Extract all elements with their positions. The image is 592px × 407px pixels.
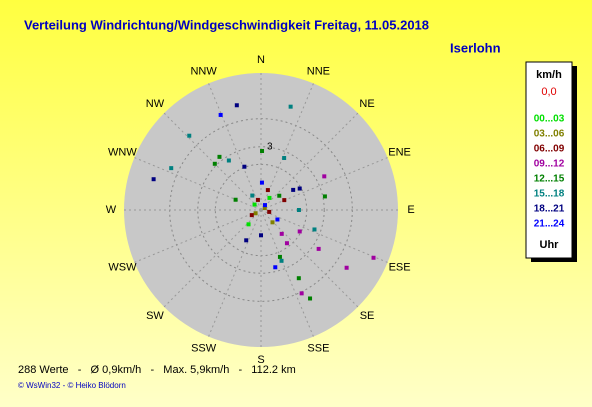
wind-point bbox=[270, 220, 275, 225]
wind-point bbox=[291, 187, 296, 192]
credit: © WsWin32 - © Heiko Blödorn bbox=[18, 381, 126, 390]
wind-point bbox=[252, 202, 257, 207]
wind-point bbox=[288, 104, 293, 109]
wind-point bbox=[253, 211, 258, 216]
direction-label: ENE bbox=[388, 147, 411, 159]
plot: N NNE NE ENE E ESE SE SSE S SSW SW WSW W WNW NW NNW 3 bbox=[106, 54, 415, 366]
wind-point bbox=[279, 231, 284, 236]
direction-label: ESE bbox=[389, 261, 411, 273]
direction-label: NNW bbox=[190, 65, 217, 77]
direction-label: S bbox=[257, 354, 264, 366]
legend-entry: 09...12 bbox=[534, 159, 565, 170]
legend-title: km/h bbox=[536, 69, 562, 81]
wind-point bbox=[322, 174, 327, 179]
wind-point bbox=[260, 148, 265, 153]
chart-title: Verteilung Windrichtung/Windgeschwindigk… bbox=[24, 17, 429, 32]
direction-label: WSW bbox=[108, 261, 137, 273]
wind-point bbox=[255, 197, 260, 202]
wind-point bbox=[273, 265, 278, 270]
wind-point bbox=[218, 112, 223, 117]
direction-label: E bbox=[407, 204, 414, 216]
wind-point bbox=[259, 233, 263, 238]
direction-label: N bbox=[257, 54, 265, 66]
wind-point bbox=[282, 198, 287, 203]
legend-entry: 18...21 bbox=[534, 204, 565, 215]
legend-entry: 00...03 bbox=[534, 114, 565, 125]
wind-point bbox=[234, 103, 239, 108]
direction-label: SE bbox=[360, 310, 375, 322]
legend-footer: Uhr bbox=[540, 239, 560, 251]
wind-point bbox=[267, 209, 272, 214]
wind-point bbox=[322, 194, 327, 199]
wind-point bbox=[246, 222, 251, 227]
location: Iserlohn bbox=[450, 40, 501, 55]
wind-point bbox=[296, 276, 301, 281]
wind-point bbox=[151, 177, 156, 182]
wind-point bbox=[308, 296, 313, 301]
wind-point bbox=[249, 213, 254, 218]
wind-point bbox=[262, 203, 267, 208]
direction-label: NW bbox=[146, 98, 165, 110]
r-tick-label: 3 bbox=[267, 141, 273, 152]
wind-point bbox=[244, 238, 249, 243]
direction-label: W bbox=[106, 204, 117, 216]
wind-point bbox=[265, 188, 270, 193]
wind-point bbox=[262, 206, 267, 211]
wind-point bbox=[217, 154, 222, 159]
wind-point bbox=[284, 241, 289, 246]
wind-point bbox=[279, 258, 284, 263]
wind-point bbox=[242, 164, 247, 169]
wind-point bbox=[187, 133, 192, 138]
wind-point bbox=[233, 197, 238, 202]
wind-point bbox=[296, 208, 301, 212]
wind-point bbox=[297, 229, 302, 234]
legend-entry: 03...06 bbox=[534, 129, 565, 140]
wind-point bbox=[299, 291, 304, 296]
legend-entry: 21...24 bbox=[534, 219, 565, 230]
direction-label: SSE bbox=[307, 342, 329, 354]
wind-point bbox=[169, 166, 174, 171]
wind-point bbox=[282, 156, 287, 161]
wind-point bbox=[297, 186, 302, 191]
wind-point bbox=[250, 193, 255, 198]
wind-point bbox=[275, 217, 280, 222]
wind-point bbox=[312, 227, 317, 232]
r-grid-ring bbox=[197, 146, 325, 274]
wind-point bbox=[226, 158, 231, 163]
wind-point bbox=[277, 193, 282, 198]
wind-point bbox=[344, 265, 349, 270]
legend-box bbox=[525, 61, 573, 259]
legend-entry: 15...18 bbox=[534, 189, 565, 200]
legend-entry: 12...15 bbox=[534, 174, 565, 185]
wind-point bbox=[267, 195, 272, 200]
calm: 0,0 bbox=[541, 86, 556, 98]
wind-point bbox=[371, 255, 376, 260]
wind-point bbox=[277, 254, 282, 259]
wind-point bbox=[259, 180, 264, 185]
direction-label: WNW bbox=[108, 147, 137, 159]
direction-label: NNE bbox=[307, 65, 330, 77]
direction-label: SSW bbox=[191, 342, 217, 354]
wind-point bbox=[316, 246, 321, 251]
legend-entry: 06...09 bbox=[534, 144, 565, 155]
direction-label: NE bbox=[359, 98, 374, 110]
direction-label: SW bbox=[146, 310, 164, 322]
footer: 288 Werte - Ø 0,9km/h - Max. 5,9km/h - 1… bbox=[18, 364, 296, 376]
wind-point bbox=[212, 161, 217, 166]
